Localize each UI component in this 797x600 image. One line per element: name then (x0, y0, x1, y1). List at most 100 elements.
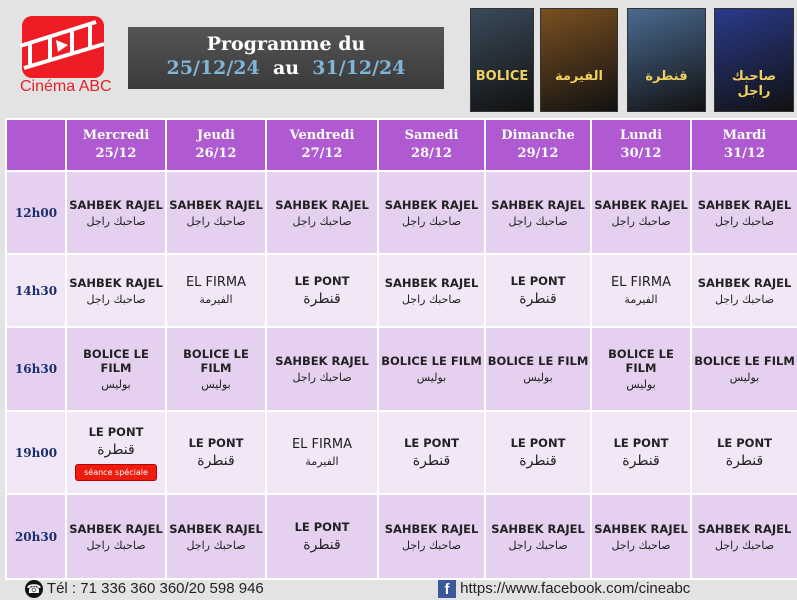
screening-cell[interactable]: BOLICE LE FILM بوليس (377, 326, 486, 412)
screening-cell[interactable]: SAHBEK RAJEL صاحبك راجل (377, 493, 486, 580)
film-title-fr: BOLICE LE FILM (487, 354, 589, 368)
screening-cell[interactable]: SAHBEK RAJEL صاحبك راجل (65, 170, 167, 255)
screening-cell[interactable]: SAHBEK RAJEL صاحبك راجل (377, 170, 486, 255)
movie-poster: قنطرة (627, 8, 706, 112)
day-name: Mardi (722, 128, 767, 143)
film-title-fr: SAHBEK RAJEL (69, 521, 163, 536)
film-title-ar: صاحبك راجل (611, 214, 671, 228)
day-date: 26/12 (195, 146, 237, 161)
film-title-ar: قنطرة (622, 453, 660, 469)
day-date: 31/12 (724, 146, 765, 161)
movie-poster: BOLICE (470, 8, 534, 112)
time-slot: 20h30 (5, 493, 67, 580)
day-name: Dimanche (501, 128, 575, 143)
screening-cell[interactable]: SAHBEK RAJEL صاحبك راجل (690, 170, 797, 255)
phone-icon: ☎ (25, 580, 43, 599)
film-title-fr: SAHBEK RAJEL (697, 521, 792, 536)
screening-cell[interactable]: SAHBEK RAJEL صاحبك راجل (590, 493, 692, 580)
film-title-fr: BOLICE LE FILM (183, 347, 249, 375)
film-title-fr: SAHBEK RAJEL (169, 521, 263, 536)
screening-cell[interactable]: LE PONT قنطرة (590, 410, 692, 495)
film-title-ar: صاحبك راجل (508, 538, 568, 552)
film-title-ar: صاحبك راجل (611, 538, 671, 552)
screening-cell[interactable]: BOLICE LE FILM بوليس (165, 326, 267, 412)
film-title-ar: قنطرة (197, 453, 235, 469)
screening-cell[interactable]: LE PONT قنطرة (484, 410, 592, 495)
screening-cell[interactable]: LE PONT قنطرة séance spéciale (65, 410, 167, 495)
film-title-ar: بوليس (729, 371, 760, 384)
film-title-fr: LE PONT (294, 274, 350, 288)
day-header: Lundi 30/12 (590, 118, 692, 172)
film-title-ar: صاحبك راجل (401, 214, 462, 228)
screening-cell[interactable]: SAHBEK RAJEL صاحبك راجل (265, 326, 379, 412)
film-title-ar: قنطرة (412, 453, 451, 469)
schedule-row: 20h30 SAHBEK RAJEL صاحبك راجل SAHBEK RAJEL ص… (5, 493, 797, 580)
screening-cell[interactable]: LE PONT قنطرة (690, 410, 797, 495)
screening-cell[interactable]: LE PONT قنطرة (484, 253, 592, 328)
poster-title: صاحبك راجل (731, 69, 777, 99)
schedule-row: 16h30 BOLICE LE FILM بوليس BOLICE LE FILM بو… (5, 326, 797, 412)
brand-name: Cinéma ABC (20, 78, 112, 95)
day-name: Lundi (619, 128, 663, 143)
screening-cell[interactable]: SAHBEK RAJEL صاحبك راجل (65, 253, 167, 328)
film-title-ar: قنطرة (303, 291, 341, 307)
screening-cell[interactable]: BOLICE LE FILM بوليس (590, 326, 692, 412)
title-text: Programme du (206, 33, 366, 55)
screening-cell[interactable]: SAHBEK RAJEL صاحبك راجل (690, 253, 797, 328)
film-title-fr: SAHBEK RAJEL (491, 521, 585, 536)
film-title-ar: بوليس (416, 371, 447, 384)
screening-cell[interactable]: SAHBEK RAJEL صاحبك راجل (265, 170, 379, 255)
facebook-url[interactable]: https://www.facebook.com/cineabc (460, 580, 691, 597)
film-title-fr: SAHBEK RAJEL (491, 197, 585, 212)
film-title-fr: LE PONT (294, 520, 350, 534)
day-header: Mercredi 25/12 (65, 118, 167, 172)
screening-cell[interactable]: BOLICE LE FILM بوليس (690, 326, 797, 412)
film-title-ar: بوليس (626, 378, 656, 391)
film-title-ar: صاحبك راجل (714, 214, 775, 228)
facebook-link[interactable]: f https://www.facebook.com/cineabc (438, 580, 691, 599)
facebook-icon: f (438, 580, 456, 599)
film-title-fr: LE PONT (510, 436, 566, 450)
screening-cell[interactable]: SAHBEK RAJEL صاحبك راجل (484, 493, 592, 580)
film-title-fr: SAHBEK RAJEL (275, 354, 369, 368)
film-title-fr: BOLICE LE FILM (381, 354, 482, 368)
day-date: 28/12 (411, 146, 452, 161)
film-title-ar: الفيرمة (305, 455, 339, 468)
film-title-fr: SAHBEK RAJEL (594, 521, 688, 536)
screening-cell[interactable]: SAHBEK RAJEL صاحبك راجل (690, 493, 797, 580)
screening-cell[interactable]: BOLICE LE FILM بوليس (484, 326, 592, 412)
screening-cell[interactable]: BOLICE LE FILM بوليس (65, 326, 167, 412)
screening-cell[interactable]: EL FIRMA الفيرمة (590, 253, 692, 328)
day-header: Jeudi 26/12 (165, 118, 267, 172)
film-title-ar: صاحبك راجل (508, 214, 568, 228)
film-title-fr: BOLICE LE FILM (608, 347, 674, 375)
screening-cell[interactable]: SAHBEK RAJEL صاحبك راجل (65, 493, 167, 580)
day-header: Vendredi 27/12 (265, 118, 379, 172)
day-name: Samedi (404, 128, 459, 143)
screening-cell[interactable]: LE PONT قنطرة (265, 253, 379, 328)
film-title-ar: قنطرة (725, 453, 764, 469)
programme-title: Programme du 25/12/24 au 31/12/24 (128, 27, 444, 89)
film-title-ar: الفيرمة (624, 293, 658, 306)
day-date: 30/12 (620, 146, 662, 161)
movie-poster: صاحبك راجل (714, 8, 794, 112)
day-header: Samedi 28/12 (377, 118, 486, 172)
screening-cell[interactable]: SAHBEK RAJEL صاحبك راجل (377, 253, 486, 328)
screening-cell[interactable]: EL FIRMA الفيرمة (165, 253, 267, 328)
schedule-row: 12h00 SAHBEK RAJEL صاحبك راجل SAHBEK RAJEL ص… (5, 170, 797, 255)
screening-cell[interactable]: EL FIRMA الفيرمة (265, 410, 379, 495)
day-name: Mercredi (82, 128, 150, 143)
screening-cell[interactable]: LE PONT قنطرة (165, 410, 267, 495)
film-title-fr: BOLICE LE FILM (83, 347, 149, 375)
screening-cell[interactable]: SAHBEK RAJEL صاحبك راجل (165, 170, 267, 255)
screening-cell[interactable]: SAHBEK RAJEL صاحبك راجل (590, 170, 692, 255)
screening-cell[interactable]: LE PONT قنطرة (265, 493, 379, 580)
film-title-ar: بوليس (101, 378, 131, 391)
time-slot: 12h00 (5, 170, 67, 255)
screening-cell[interactable]: LE PONT قنطرة (377, 410, 486, 495)
film-title-fr: LE PONT (404, 436, 459, 450)
film-title-ar: قنطرة (519, 453, 557, 469)
film-title-ar: الفيرمة (199, 293, 233, 306)
screening-cell[interactable]: SAHBEK RAJEL صاحبك راجل (484, 170, 592, 255)
screening-cell[interactable]: SAHBEK RAJEL صاحبك راجل (165, 493, 267, 580)
